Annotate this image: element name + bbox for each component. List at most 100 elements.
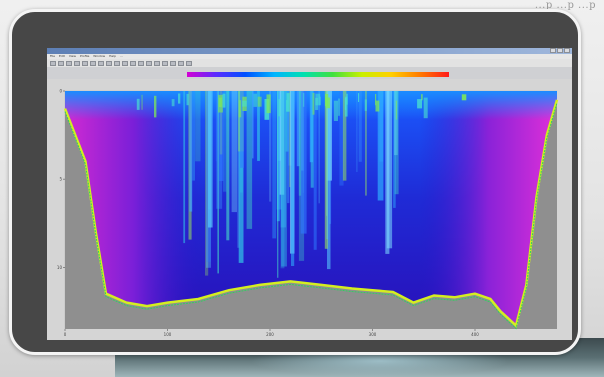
y-tick-label: 0 xyxy=(59,89,62,94)
surface-streak xyxy=(186,93,189,106)
velocity-streak xyxy=(246,91,253,229)
toolbar-button[interactable] xyxy=(178,60,184,66)
velocity-streaks xyxy=(136,91,467,278)
surface-streak xyxy=(154,95,157,118)
velocity-streak xyxy=(189,91,193,212)
x-axis-ticks: 0 100 200 300 400 xyxy=(64,329,479,337)
toolbar-button[interactable] xyxy=(58,60,64,66)
toolbar-button[interactable] xyxy=(130,60,136,66)
toolbar-button[interactable] xyxy=(162,60,168,66)
close-button[interactable] xyxy=(564,48,570,53)
toolbar-button[interactable] xyxy=(98,60,104,66)
x-tick-label: 0 xyxy=(64,332,67,337)
surface-streak xyxy=(238,100,242,118)
minimize-button[interactable] xyxy=(550,48,556,53)
velocity-streak xyxy=(257,91,260,161)
surface-streak xyxy=(395,100,398,120)
surface-streak xyxy=(242,100,247,107)
velocity-streak xyxy=(279,91,285,195)
background-text-snippet: ...p ...p ...p xyxy=(534,0,596,11)
x-tick-label: 300 xyxy=(369,332,377,337)
menu-item-window[interactable]: Window xyxy=(93,54,106,58)
velocity-streak xyxy=(216,91,223,209)
velocity-streak xyxy=(269,91,272,202)
velocity-streak xyxy=(226,91,230,241)
menu-item-edit[interactable]: Edit xyxy=(59,54,65,58)
velocity-streak xyxy=(356,91,358,172)
velocity-streak xyxy=(358,91,362,162)
menu-bar: File Edit View Profile Window Help ... xyxy=(47,54,572,59)
velocity-streak xyxy=(300,91,307,234)
velocity-streak xyxy=(195,91,201,162)
velocity-streak xyxy=(222,91,227,192)
surface-streak xyxy=(286,93,290,112)
toolbar-button[interactable] xyxy=(170,60,176,66)
toolbar-button[interactable] xyxy=(146,60,152,66)
colorbar-title xyxy=(187,67,449,71)
surface-streak xyxy=(266,94,271,114)
surface-streak xyxy=(315,93,321,106)
surface-streak xyxy=(136,98,140,110)
velocity-streak xyxy=(215,91,217,162)
toolbar-button[interactable] xyxy=(186,60,192,66)
velocity-streak xyxy=(365,91,367,196)
velocity-streak xyxy=(277,91,279,278)
x-tick-label: 400 xyxy=(471,332,479,337)
window-controls xyxy=(550,48,570,54)
menu-item-help[interactable]: Help xyxy=(109,54,116,58)
surface-streak xyxy=(141,94,143,110)
surface-streak xyxy=(344,96,348,117)
menu-item-file[interactable]: File xyxy=(50,54,56,58)
surface-streak xyxy=(253,93,257,107)
velocity-heatmap-plot[interactable]: 0 100 200 300 400 0 5 10 xyxy=(47,79,572,340)
surface-streak xyxy=(333,100,338,121)
app-titlebar xyxy=(47,48,572,54)
maximize-button[interactable] xyxy=(557,48,563,53)
surface-streak xyxy=(375,94,377,106)
velocity-streak xyxy=(313,91,317,250)
toolbar-button[interactable] xyxy=(82,60,88,66)
toolbar-button[interactable] xyxy=(106,60,112,66)
toolbar-button[interactable] xyxy=(66,60,72,66)
toolbar-button[interactable] xyxy=(138,60,144,66)
surface-streak xyxy=(417,99,422,109)
riverbed-bottom-track-shadow xyxy=(64,102,558,330)
surface-streak xyxy=(312,93,315,115)
surface-streak xyxy=(358,93,360,102)
velocity-streak xyxy=(394,91,398,156)
velocity-streak xyxy=(219,91,224,181)
velocity-streak xyxy=(298,91,302,196)
menu-item-view[interactable]: View xyxy=(68,54,76,58)
menu-item-profile[interactable]: Profile xyxy=(79,54,90,58)
velocity-streak xyxy=(326,91,329,240)
velocity-streak xyxy=(309,91,313,163)
velocity-streak xyxy=(238,91,244,263)
toolbar-button[interactable] xyxy=(114,60,120,66)
toolbar-button[interactable] xyxy=(74,60,80,66)
plot-panel[interactable]: 0 100 200 300 400 0 5 10 xyxy=(47,79,572,340)
velocity-streak xyxy=(386,91,393,249)
velocity-streak xyxy=(385,91,390,254)
x-tick-label: 100 xyxy=(164,332,172,337)
toolbar-button[interactable] xyxy=(50,60,56,66)
velocity-streak xyxy=(394,91,399,195)
velocity-streak xyxy=(231,91,237,213)
velocity-streak xyxy=(252,91,254,159)
velocity-streak xyxy=(208,91,213,228)
velocity-streak xyxy=(289,91,291,188)
riverbed-sediment-region xyxy=(65,91,557,329)
surface-streak xyxy=(375,100,380,112)
velocity-streak xyxy=(192,91,195,181)
surface-streak xyxy=(171,99,175,107)
riverbed-bottom-track-line xyxy=(63,99,559,328)
toolbar-button[interactable] xyxy=(122,60,128,66)
toolbar-button[interactable] xyxy=(90,60,96,66)
velocity-streak xyxy=(377,91,384,201)
velocity-streak xyxy=(237,91,240,248)
velocity-streak xyxy=(287,91,290,204)
surface-streak xyxy=(302,93,305,107)
surface-streak xyxy=(222,93,226,108)
menu-item-more[interactable]: ... xyxy=(119,54,123,58)
surface-streak xyxy=(325,97,331,109)
toolbar-button[interactable] xyxy=(154,60,160,66)
